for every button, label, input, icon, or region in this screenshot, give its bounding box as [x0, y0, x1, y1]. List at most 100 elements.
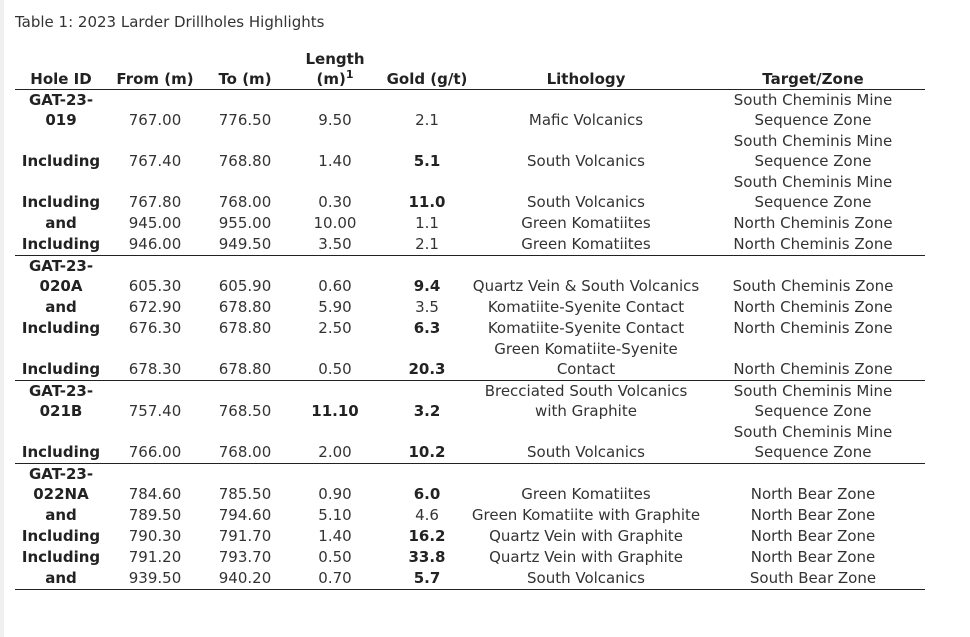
target-cell: North Bear Zone: [750, 506, 876, 524]
from-cell: 676.30: [128, 319, 182, 337]
lithology-cell: Quartz Vein with Graphite: [489, 548, 683, 566]
header-from: From (m): [116, 70, 194, 88]
target-cell: South Cheminis Mine Sequence Zone: [733, 423, 893, 461]
header-target: Target/Zone: [762, 70, 864, 88]
length-cell: 0.90: [318, 485, 352, 503]
to-cell: 605.90: [218, 277, 272, 295]
to-cell: 768.00: [218, 193, 272, 211]
target-cell: South Cheminis Mine Sequence Zone: [733, 382, 893, 420]
hole-id-cell: and: [45, 506, 77, 524]
from-cell: 767.80: [128, 193, 182, 211]
target-cell: South Cheminis Zone: [732, 277, 894, 295]
from-cell: 605.30: [128, 277, 182, 295]
target-cell: South Bear Zone: [749, 569, 877, 587]
gold-cell: 5.1: [413, 152, 441, 170]
from-cell: 767.00: [128, 111, 182, 129]
from-cell: 790.30: [128, 527, 182, 545]
target-cell: South Cheminis Mine Sequence Zone: [733, 132, 893, 170]
hole-id-cell: Including: [21, 527, 101, 545]
table-row: GAT-23-019 767.00 776.50 9.50 2.1 Mafic Volca…: [15, 90, 925, 132]
from-cell: 791.20: [128, 548, 182, 566]
hole-id-cell: GAT-23-020A: [28, 257, 94, 295]
gold-cell: 6.3: [413, 319, 441, 337]
lithology-cell: South Volcanics: [527, 569, 645, 587]
table-row: Including 946.00 949.50 3.50 2.1 Green Komati…: [15, 234, 925, 256]
hole-id-cell: Including: [21, 443, 101, 461]
length-cell: 3.50: [318, 235, 352, 253]
lithology-cell: Green Komatiites: [521, 485, 651, 503]
lithology-cell: South Volcanics: [527, 193, 645, 211]
lithology-cell: Green Komatiites: [521, 235, 651, 253]
gold-cell: 11.0: [408, 193, 446, 211]
table-row: and 945.00 955.00 10.00 1.1 Green Komatiites N…: [15, 213, 925, 234]
to-cell: 776.50: [218, 111, 272, 129]
gold-cell: 6.0: [413, 485, 441, 503]
target-cell: North Cheminis Zone: [733, 360, 893, 378]
target-cell: North Cheminis Zone: [733, 235, 893, 253]
table-body: GAT-23-019 767.00 776.50 9.50 2.1 Mafic Volca…: [15, 90, 925, 590]
to-cell: 678.80: [218, 319, 272, 337]
gold-cell: 2.1: [415, 111, 439, 129]
table-row: Including 767.80 768.00 0.30 11.0 South Volca…: [15, 172, 925, 213]
table-row: Including 791.20 793.70 0.50 33.8 Quartz Vein…: [15, 547, 925, 568]
header-length: Length (m)1: [287, 49, 383, 90]
from-cell: 945.00: [128, 214, 182, 232]
lithology-cell: Green Komatiite with Graphite: [471, 506, 701, 524]
to-cell: 678.80: [218, 298, 272, 316]
lithology-cell: South Volcanics: [527, 443, 645, 461]
table-row: Including 790.30 791.70 1.40 16.2 Quartz Vein…: [15, 526, 925, 547]
gold-cell: 10.2: [408, 443, 446, 461]
header-to: To (m): [218, 70, 272, 88]
target-cell: North Cheminis Zone: [733, 298, 893, 316]
hole-id-cell: Including: [21, 193, 101, 211]
length-cell: 2.50: [318, 319, 352, 337]
footnote-marker: 1: [345, 68, 354, 81]
length-cell: 0.50: [318, 360, 352, 378]
gold-cell: 3.2: [413, 402, 441, 420]
target-cell: South Cheminis Mine Sequence Zone: [733, 91, 893, 129]
to-cell: 785.50: [218, 485, 272, 503]
from-cell: 678.30: [128, 360, 182, 378]
length-cell: 1.40: [318, 152, 352, 170]
lithology-cell: Quartz Vein with Graphite: [489, 527, 683, 545]
gold-cell: 33.8: [408, 548, 446, 566]
to-cell: 768.00: [218, 443, 272, 461]
gold-cell: 20.3: [408, 360, 446, 378]
gold-cell: 1.1: [415, 214, 439, 232]
hole-id-cell: and: [45, 214, 77, 232]
table-header-row: Hole ID From (m) To (m) Length (m)1 Gold…: [15, 49, 925, 90]
from-cell: 939.50: [128, 569, 182, 587]
gold-cell: 9.4: [413, 277, 441, 295]
header-lithology: Lithology: [546, 70, 626, 88]
drillholes-table: Hole ID From (m) To (m) Length (m)1 Gold…: [15, 49, 925, 590]
gold-cell: 2.1: [415, 235, 439, 253]
from-cell: 766.00: [128, 443, 182, 461]
length-cell: 0.30: [318, 193, 352, 211]
table-row: Including 678.30 678.80 0.50 20.3 Green Komat…: [15, 339, 925, 381]
from-cell: 757.40: [128, 402, 182, 420]
table-row: Including 676.30 678.80 2.50 6.3 Komatiite-Sy…: [15, 318, 925, 339]
hole-id-cell: and: [45, 298, 77, 316]
length-cell: 0.60: [318, 277, 352, 295]
to-cell: 949.50: [218, 235, 272, 253]
lithology-cell: Quartz Vein & South Volcanics: [472, 277, 700, 295]
table-row: GAT-23-022NA 784.60 785.50 0.90 6.0 Green Kom…: [15, 464, 925, 506]
lithology-cell: Brecciated South Volcanics with Graphite: [484, 382, 688, 420]
table-row: Including 766.00 768.00 2.00 10.2 South Volca…: [15, 422, 925, 464]
length-cell: 5.90: [318, 298, 352, 316]
hole-id-cell: and: [45, 569, 77, 587]
left-edge: [0, 0, 4, 637]
length-cell: 9.50: [318, 111, 352, 129]
lithology-cell: Komatiite-Syenite Contact: [487, 319, 685, 337]
from-cell: 672.90: [128, 298, 182, 316]
length-cell: 0.70: [318, 569, 352, 587]
target-cell: North Bear Zone: [750, 527, 876, 545]
length-cell: 11.10: [311, 402, 359, 420]
target-cell: North Cheminis Zone: [733, 319, 893, 337]
hole-id-cell: GAT-23-022NA: [28, 465, 94, 503]
hole-id-cell: GAT-23-021B: [28, 382, 94, 420]
lithology-cell: South Volcanics: [527, 152, 645, 170]
length-cell: 1.40: [318, 527, 352, 545]
to-cell: 678.80: [218, 360, 272, 378]
from-cell: 789.50: [128, 506, 182, 524]
